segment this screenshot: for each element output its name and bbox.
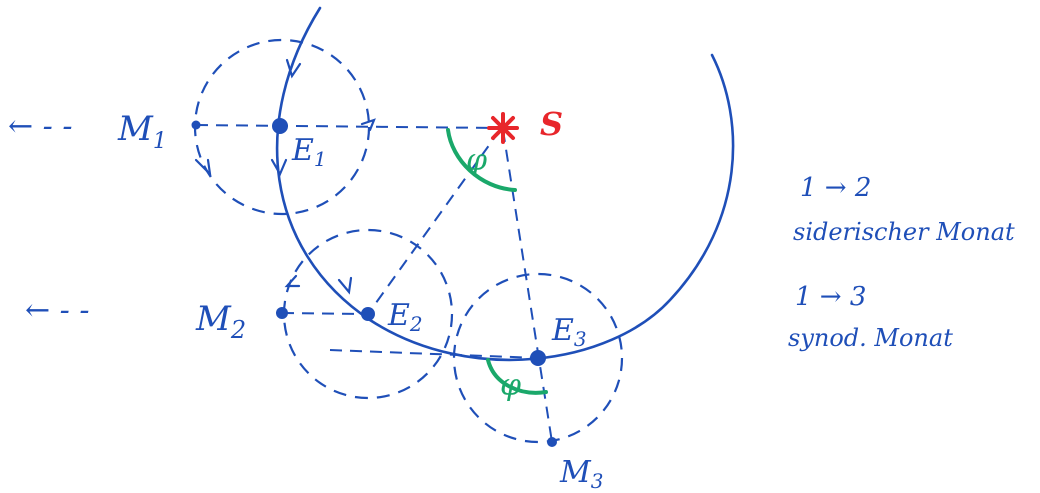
angle-arc-bottom	[486, 358, 548, 395]
legend-line-4: synod. Monat	[788, 324, 953, 352]
line-e3-left	[329, 349, 539, 359]
earth-3-dot	[530, 350, 546, 366]
line-m2-to-e2	[281, 312, 369, 315]
label-sun: S	[540, 105, 563, 143]
label-earth-3: E3	[551, 313, 587, 351]
moon-2-dot	[276, 307, 288, 319]
moon-3-dot	[547, 437, 557, 447]
sun-star-icon	[487, 112, 519, 144]
legend-line-1: 1 → 2	[800, 173, 871, 203]
label-moon-3: M3	[559, 455, 603, 493]
arrow-left-1: ← - -	[8, 109, 72, 144]
earth-1-dot	[272, 118, 288, 134]
moon-orbit-2	[282, 228, 454, 400]
legend-line-2: siderischer Monat	[793, 218, 1015, 246]
orbit-direction-arrows	[194, 58, 376, 295]
label-earth-2: E2	[387, 298, 423, 336]
moon-1-dot	[191, 120, 201, 130]
label-moon-1: M1	[117, 109, 167, 154]
label-earth-1: E1	[291, 133, 327, 171]
arrow-left-2: ← - -	[25, 293, 89, 328]
legend-line-3: 1 → 3	[795, 282, 866, 312]
line-sun-to-e2	[367, 129, 501, 315]
earth-orbit-arc	[275, 6, 735, 362]
earth-2-dot	[361, 307, 375, 321]
label-angle-top: φ	[466, 143, 487, 178]
moon-orbit-3	[452, 272, 624, 444]
label-angle-bottom: φ	[500, 368, 521, 403]
angle-arc-top	[446, 128, 517, 192]
line-m1-to-sun	[195, 124, 501, 129]
label-moon-2: M2	[195, 299, 246, 344]
legend: 1 → 2 siderischer Monat 1 → 3 synod. Mon…	[788, 173, 1015, 352]
line-sun-to-m3	[502, 129, 553, 443]
